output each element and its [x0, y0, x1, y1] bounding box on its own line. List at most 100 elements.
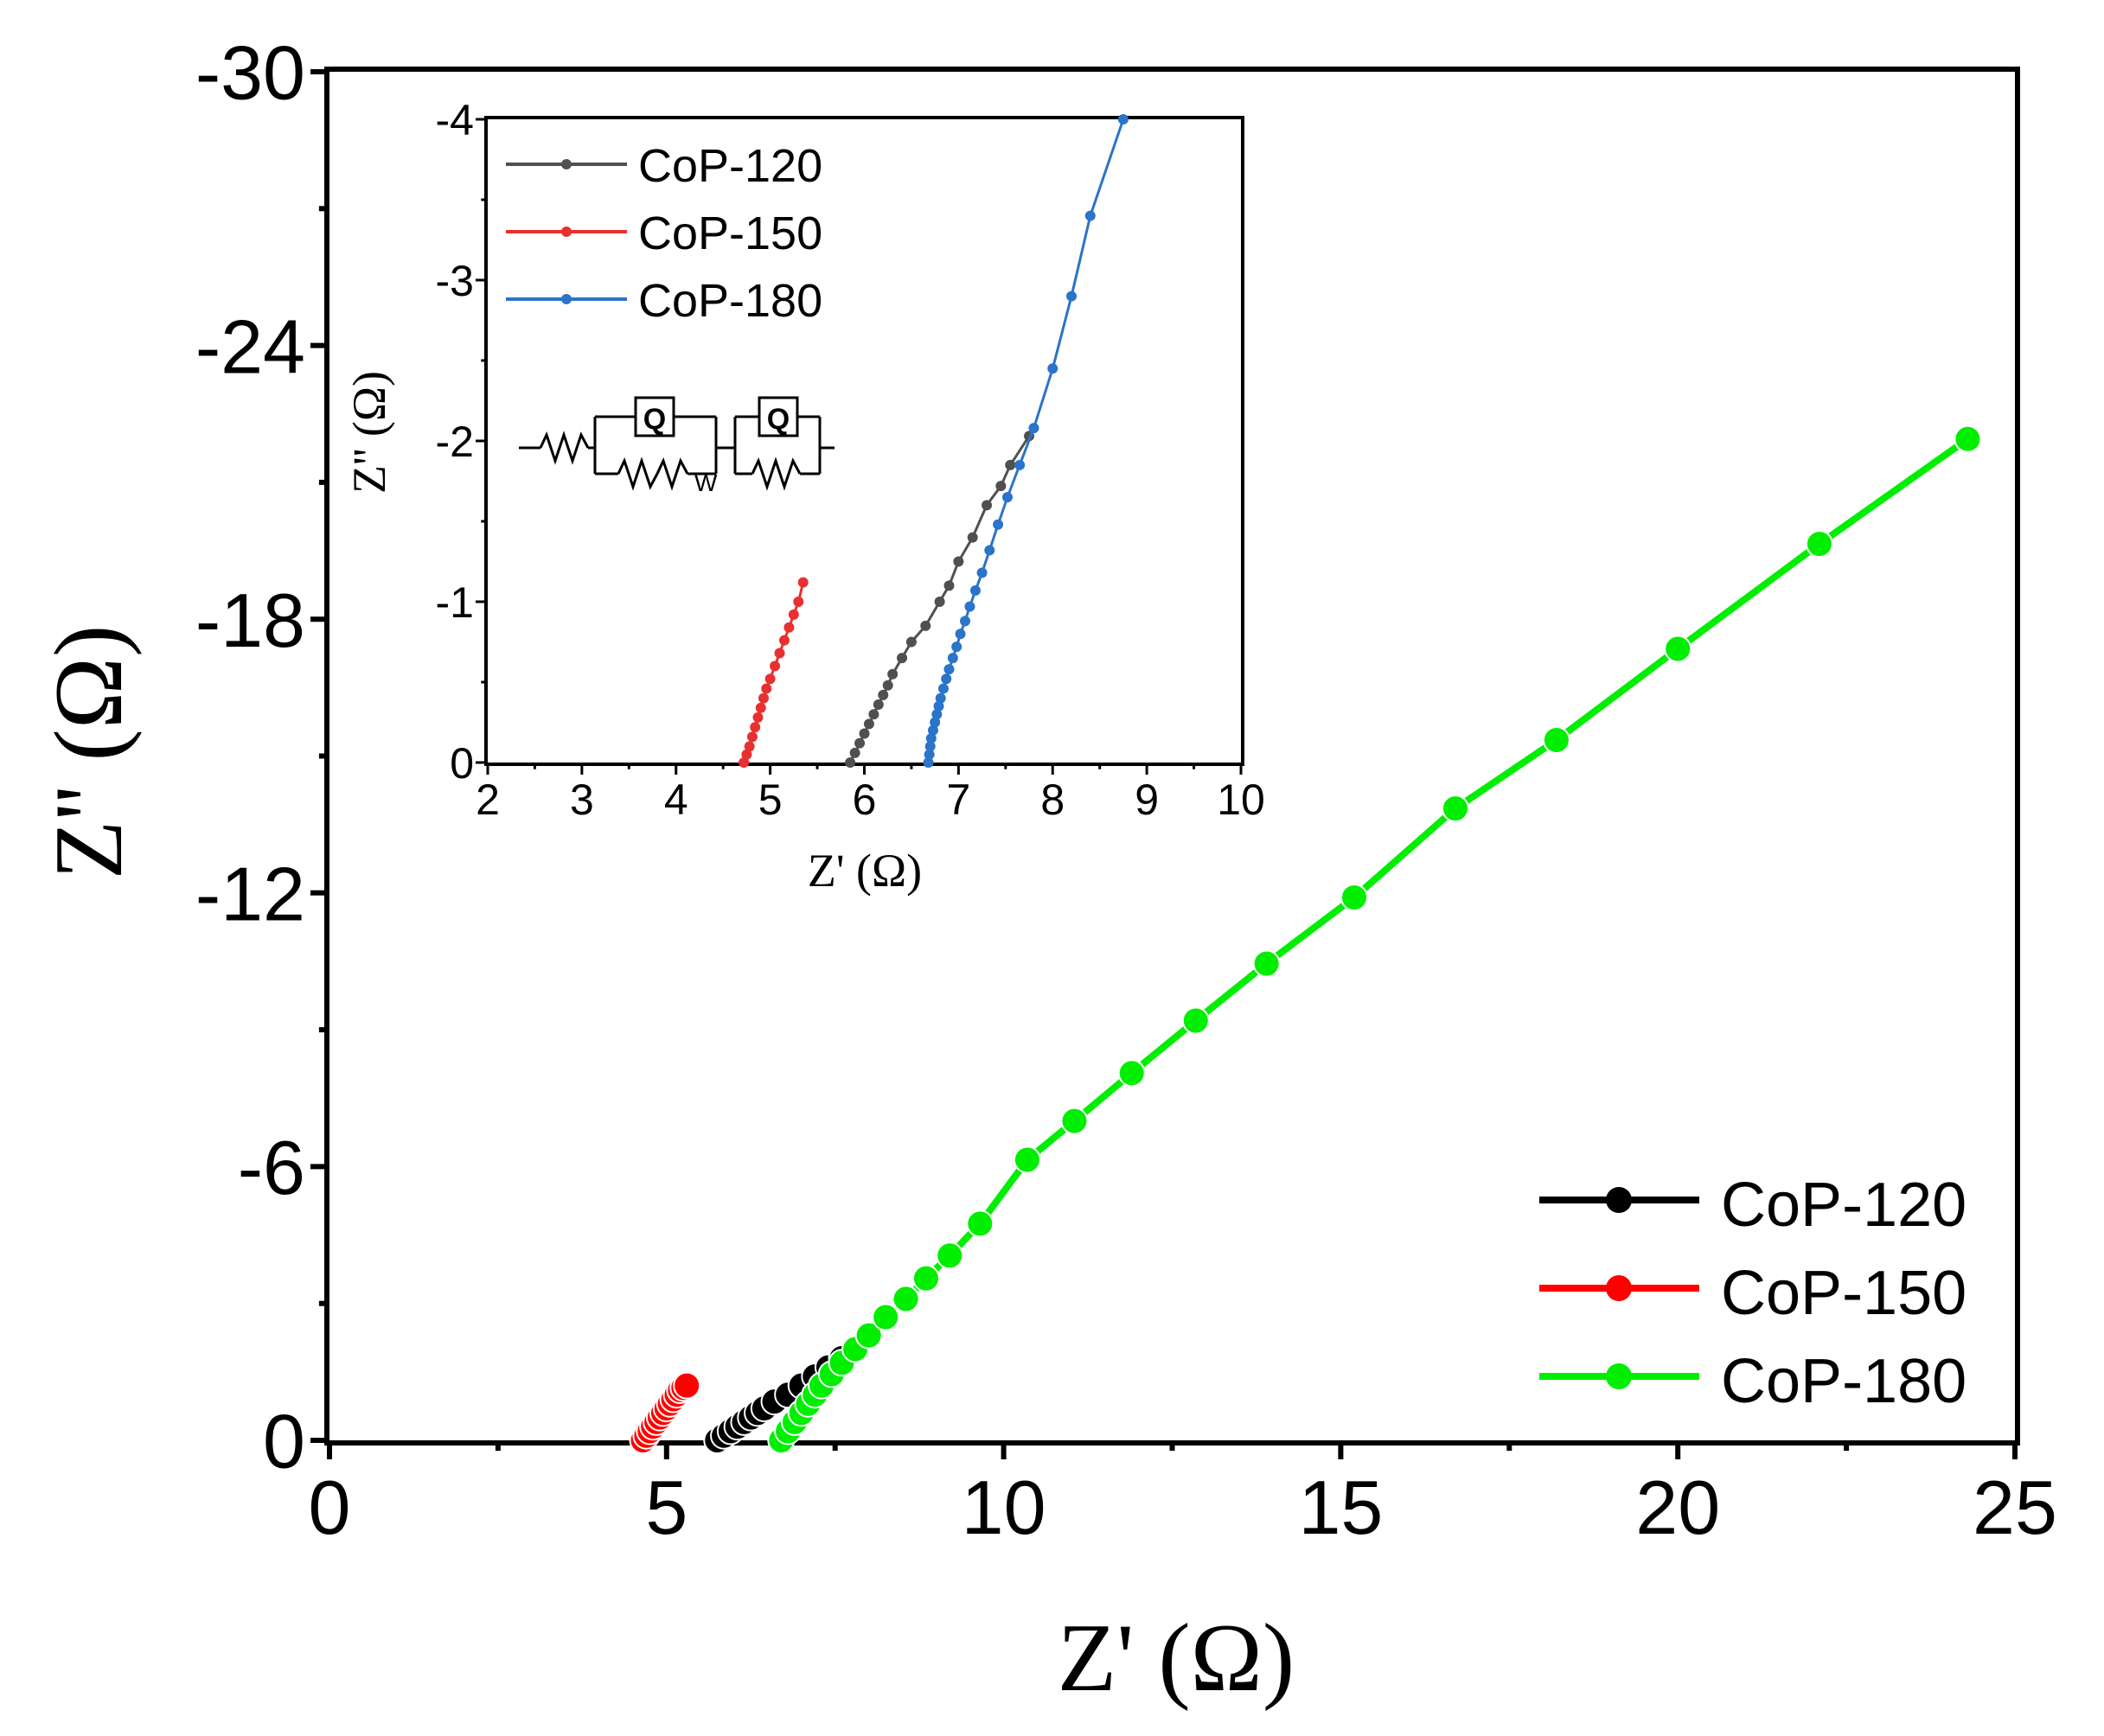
inset-point-cop-180	[1047, 363, 1058, 374]
inset-point-cop-180	[969, 584, 981, 596]
main-plot: 0 5 10 15 20 25 0-6-12-18-24-30 Z' (Ω) Z'' (Ω…	[35, 30, 2057, 1712]
main-legend-label-cop-120: CoP-120	[1721, 1171, 1967, 1240]
inset-point-cop-150	[778, 635, 790, 646]
inset-point-cop-120	[873, 699, 884, 711]
main-y-tick-label: -18	[195, 578, 305, 663]
inset-point-cop-150	[797, 577, 809, 588]
inset-point-cop-150	[755, 702, 766, 713]
main-y-axis-label: Z'' (Ω)	[35, 625, 143, 880]
inset-point-cop-180	[931, 709, 943, 720]
main-legend: CoP-120 CoP-150 CoP-180	[1539, 1171, 1967, 1416]
circuit-label-q1: Q	[643, 403, 666, 436]
main-point-cop-180	[892, 1285, 920, 1313]
inset-y-tick-label: -3	[436, 257, 474, 305]
main-legend-swatch-marker	[1606, 1187, 1632, 1213]
inset-legend: CoP-120 CoP-150 CoP-180	[506, 140, 822, 327]
circuit-warburg-w	[656, 456, 689, 491]
inset-point-cop-120	[863, 718, 874, 730]
main-point-cop-180	[1542, 726, 1570, 755]
inset-point-cop-120	[868, 709, 879, 720]
inset-point-cop-150	[783, 622, 795, 633]
main-point-cop-180	[854, 1321, 883, 1350]
inset-point-cop-180	[1001, 492, 1013, 503]
inset-legend-swatch-marker	[561, 294, 572, 304]
inset-point-cop-180	[941, 673, 952, 685]
inset-x-tick-label: 10	[1217, 775, 1265, 824]
inset-x-tick-label: 9	[1135, 775, 1159, 824]
main-point-cop-180	[1664, 635, 1692, 663]
inset-point-cop-150	[758, 692, 770, 704]
main-point-cop-180	[1117, 1059, 1146, 1088]
inset-point-cop-120	[1005, 459, 1016, 470]
inset-point-cop-180	[924, 749, 935, 760]
inset-legend-swatch-marker	[561, 159, 572, 169]
inset-point-cop-120	[995, 481, 1007, 492]
inset-series	[739, 114, 1129, 768]
main-point-cop-180	[1954, 424, 1982, 453]
inset-point-cop-150	[752, 712, 764, 723]
main-legend-item-cop-180: CoP-180	[1539, 1347, 1967, 1416]
main-legend-label-cop-150: CoP-150	[1721, 1259, 1967, 1328]
main-y-tick-label: -6	[238, 1125, 305, 1210]
inset-x-tick-label: 6	[853, 775, 877, 824]
inset-point-cop-150	[770, 661, 781, 672]
inset-point-cop-180	[935, 692, 946, 704]
inset-x-tick-label: 5	[758, 775, 783, 824]
inset-point-cop-180	[993, 519, 1004, 530]
inset-point-cop-120	[982, 500, 993, 511]
inset-point-cop-120	[953, 556, 964, 567]
inset-point-cop-180	[925, 733, 937, 744]
inset-point-cop-180	[947, 653, 958, 664]
inset-point-cop-180	[1117, 114, 1129, 124]
main-y-tick-label: -12	[195, 851, 305, 936]
main-point-cop-180	[1181, 1006, 1210, 1035]
inset-point-cop-120	[943, 580, 955, 591]
inset-point-cop-180	[955, 629, 966, 640]
inset-point-cop-150	[788, 609, 799, 620]
circuit-resistor-rs	[539, 431, 590, 465]
inset-plot: 2 3 4 5 6 7 8 9 10 0 -1 -2 -3 -4 Z' (Ω) Z'' (Ω) CoP-…	[343, 96, 1265, 897]
main-x-tick-label: 0	[309, 1465, 351, 1550]
inset-y-tick-label: -4	[436, 96, 474, 144]
main-legend-swatch-marker	[1606, 1275, 1632, 1301]
main-x-ticks: 0 5 10 15 20 25	[309, 1440, 2057, 1550]
inset-y-axis-label: Z'' (Ω)	[343, 371, 395, 494]
main-point-cop-150	[673, 1371, 701, 1400]
main-series	[629, 424, 1982, 1454]
main-point-cop-180	[1060, 1107, 1089, 1135]
inset-y-tick-label: -1	[436, 578, 474, 627]
inset-point-cop-180	[937, 683, 949, 694]
inset-point-cop-150	[741, 749, 752, 760]
inset-point-cop-180	[943, 664, 955, 675]
inset-point-cop-180	[930, 717, 941, 728]
main-legend-swatch-marker	[1606, 1363, 1632, 1389]
main-legend-item-cop-150: CoP-150	[1539, 1259, 1967, 1328]
main-x-tick-label: 25	[1973, 1465, 2057, 1550]
main-point-cop-180	[1340, 884, 1368, 912]
inset-point-cop-150	[793, 597, 804, 607]
main-point-cop-180	[911, 1264, 940, 1292]
main-point-cop-180	[872, 1303, 900, 1331]
inset-y-tick-label: -2	[436, 418, 474, 466]
main-point-cop-180	[936, 1241, 964, 1270]
inset-point-cop-150	[746, 731, 758, 743]
circuit-label-q2: Q	[767, 403, 790, 436]
main-point-cop-180	[1252, 949, 1281, 978]
main-y-tick-label: -30	[195, 30, 305, 116]
inset-y-ticks: 0 -1 -2 -3 -4	[436, 96, 488, 788]
inset-point-cop-180	[924, 741, 936, 752]
inset-point-cop-150	[739, 757, 750, 768]
inset-point-cop-120	[882, 680, 893, 691]
inset-point-cop-180	[1066, 290, 1078, 302]
inset-x-tick-label: 3	[570, 775, 594, 824]
inset-point-cop-180	[1014, 459, 1026, 470]
inset-point-cop-180	[1084, 210, 1096, 221]
inset-point-cop-180	[959, 616, 970, 627]
inset-x-tick-label: 8	[1040, 775, 1065, 824]
inset-point-cop-180	[933, 700, 944, 712]
inset-point-cop-150	[750, 722, 761, 733]
circuit-label-w: W	[694, 469, 718, 496]
main-point-cop-180	[966, 1209, 994, 1238]
inset-point-cop-180	[964, 601, 975, 612]
